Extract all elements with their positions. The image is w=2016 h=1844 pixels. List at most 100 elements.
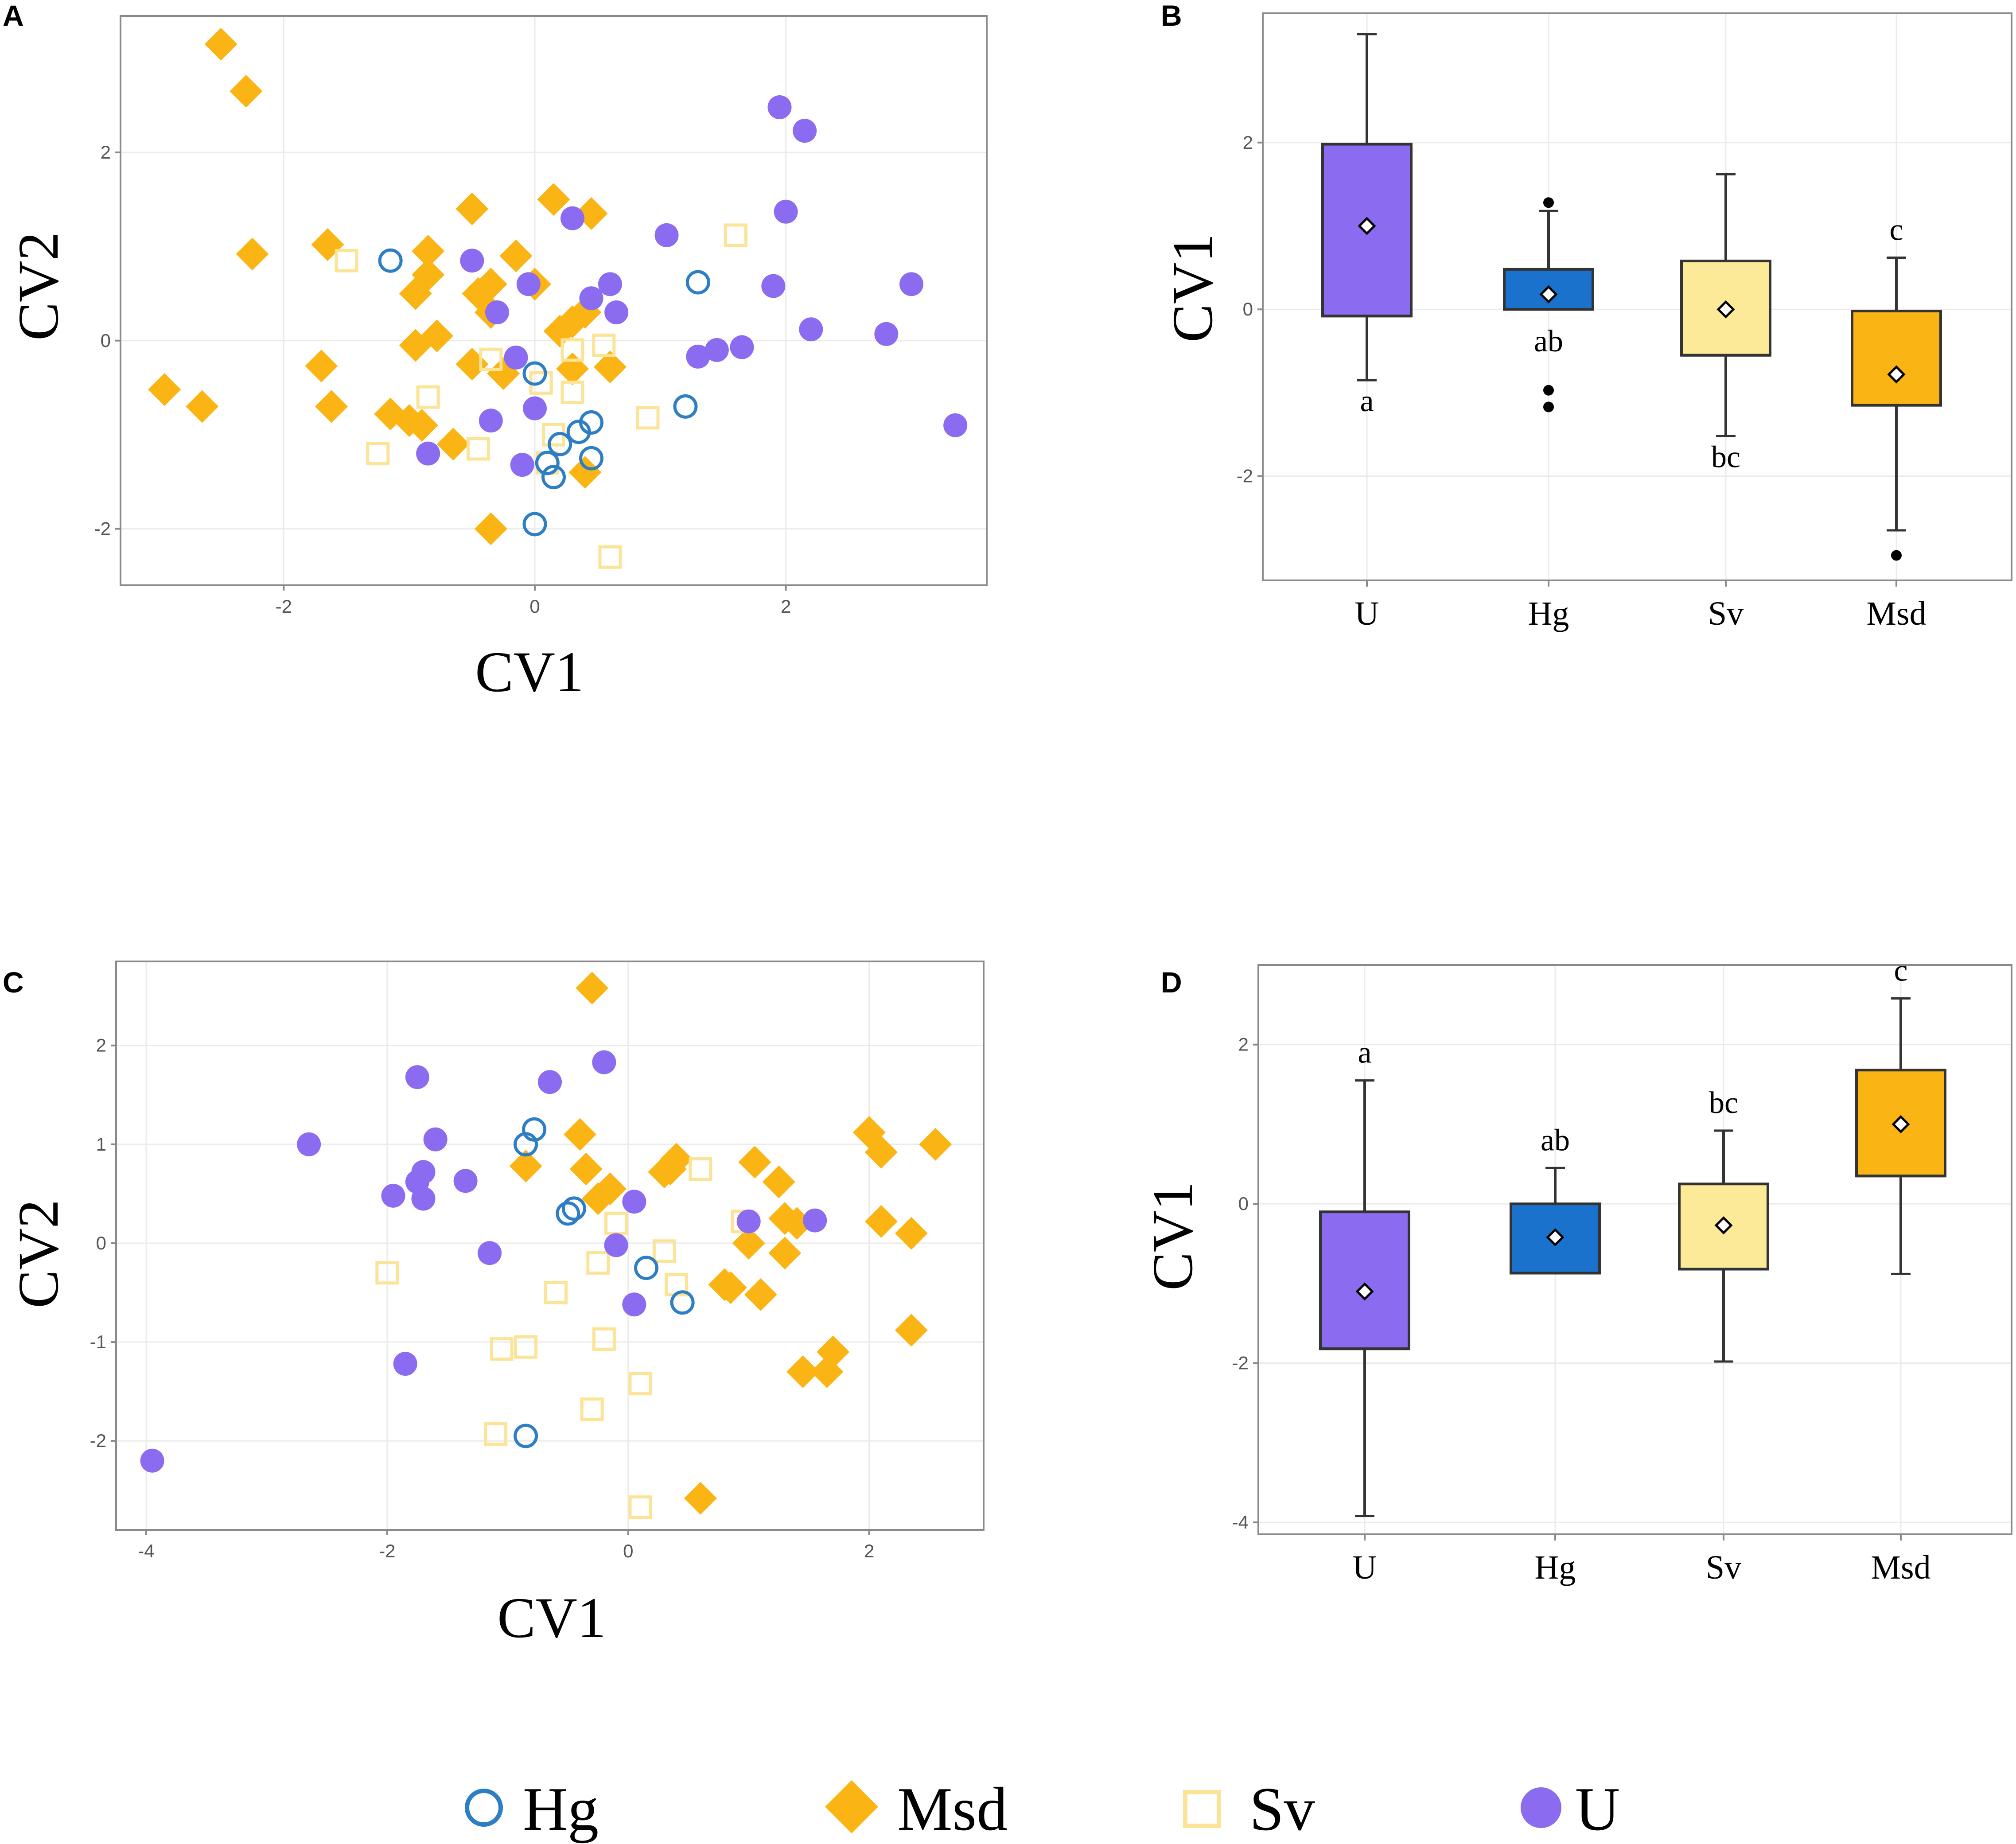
point-msd [895, 1314, 928, 1347]
point-sv [580, 1397, 604, 1421]
point-sv [586, 1251, 610, 1275]
point-sv [366, 442, 390, 466]
legend-label-hg: Hg [523, 1775, 599, 1844]
significance-letter: a [1358, 1036, 1371, 1070]
point-u [654, 223, 679, 247]
panel-a-frame [120, 15, 988, 586]
significance-letter: ab [1541, 1123, 1570, 1157]
point-hg [670, 1290, 695, 1315]
mean-marker [1539, 285, 1558, 303]
point-u [140, 1448, 164, 1473]
legend-label-u: U [1575, 1775, 1620, 1844]
iqr-box [1319, 1210, 1410, 1350]
x-tick-label: -2 [379, 1541, 395, 1561]
point-hg [673, 394, 698, 419]
point-msd [563, 1118, 596, 1151]
y-tick-label: 2 [96, 1035, 106, 1056]
point-sv [560, 338, 584, 362]
point-hg [685, 270, 710, 295]
point-msd [568, 456, 602, 489]
point-sv [592, 333, 616, 357]
point-msd [455, 192, 489, 226]
point-u [799, 317, 823, 342]
point-sv [724, 223, 747, 247]
point-hg [556, 1201, 580, 1226]
significance-letter: a [1360, 384, 1374, 418]
point-u [453, 1169, 478, 1193]
point-msd [576, 972, 609, 1005]
point-msd [762, 1165, 795, 1198]
legend-item-hg: Hg [465, 1775, 599, 1844]
point-sv [490, 1337, 514, 1361]
point-u [510, 453, 534, 477]
point-u [604, 300, 629, 325]
point-u [736, 1209, 761, 1233]
point-u [579, 286, 603, 311]
y-tick-label: -2 [1232, 1353, 1249, 1373]
x-tick-label: -2 [276, 596, 292, 617]
point-u [622, 1292, 646, 1317]
point-hg [548, 432, 572, 456]
point-sv [375, 1261, 399, 1285]
point-u [393, 1352, 417, 1376]
point-u [479, 408, 503, 433]
point-sv [544, 1280, 568, 1304]
x-tick-label: 2 [864, 1541, 874, 1561]
point-hg [522, 1117, 547, 1142]
panel-a-letter: A [3, 0, 24, 32]
mean-marker [1358, 217, 1376, 235]
category-label-u: U [1355, 595, 1379, 632]
mean-marker [1887, 365, 1906, 384]
panel-c-letter: C [3, 966, 24, 999]
y-tick-label: -2 [90, 1430, 106, 1451]
point-msd [537, 183, 570, 216]
y-tick-label: 0 [101, 330, 111, 351]
category-label-sv: Sv [1708, 595, 1744, 632]
y-tick-label: 1 [96, 1134, 106, 1155]
outlier-point [1543, 401, 1554, 412]
point-hg [561, 1196, 586, 1221]
point-msd [919, 1128, 952, 1161]
point-u [943, 413, 968, 437]
point-msd [186, 390, 219, 423]
mean-marker [1546, 1228, 1565, 1247]
point-sv [636, 406, 660, 430]
outlier-point [1543, 197, 1554, 208]
point-msd [305, 350, 338, 383]
y-tick-label: 0 [1243, 299, 1253, 319]
significance-letter: bc [1711, 440, 1740, 474]
x-tick-label: 0 [529, 596, 540, 617]
point-hg [514, 1424, 538, 1448]
point-u [416, 441, 440, 466]
point-msd [315, 390, 348, 423]
category-label-u: U [1353, 1549, 1377, 1586]
panel-d-frame [1257, 964, 2012, 1535]
point-msd [436, 428, 470, 461]
point-sv [514, 1335, 538, 1359]
panel-c-frame [115, 961, 985, 1531]
point-msd [817, 1335, 850, 1369]
outlier-point [1543, 385, 1554, 396]
point-sv [604, 1211, 628, 1235]
point-sv [628, 1372, 652, 1396]
point-sv [560, 381, 584, 405]
point-u [604, 1233, 628, 1257]
significance-letter: c [1894, 953, 1907, 988]
point-msd [738, 1145, 771, 1179]
point-u [874, 322, 899, 346]
point-hg [579, 410, 603, 435]
panel-c-scatter: C -4 -2 0 2 -2 -1 0 1 2 CV1 CV2 [3, 961, 985, 1650]
y-tick-label: -2 [94, 518, 111, 539]
box-u: a [1319, 1036, 1410, 1517]
box-sv: bc [1678, 1086, 1769, 1363]
point-msd [412, 234, 445, 268]
legend-item-msd: Msd [825, 1775, 1008, 1844]
point-sv [689, 1157, 712, 1181]
y-tick-label: -1 [90, 1331, 106, 1352]
point-msd [499, 239, 533, 272]
point-hg [522, 512, 547, 537]
point-u [899, 272, 923, 296]
panel-c-xlabel: CV1 [497, 1586, 606, 1650]
significance-letter: c [1889, 213, 1903, 247]
open-square-icon [1183, 1790, 1221, 1828]
